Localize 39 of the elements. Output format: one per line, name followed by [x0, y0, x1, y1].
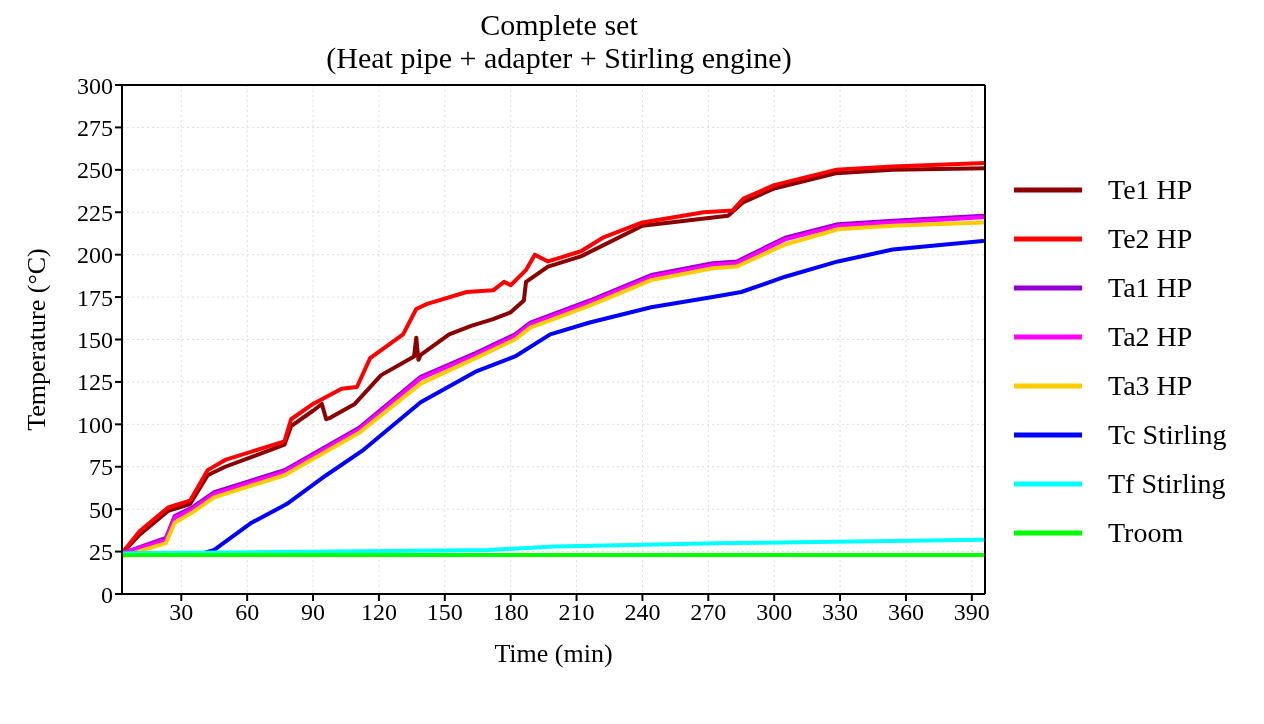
legend-label: Tc Stirling — [1108, 418, 1227, 451]
y-axis-title: Temperature (°C) — [22, 248, 52, 431]
x-tick-label: 390 — [953, 599, 990, 626]
x-tick-label: 180 — [492, 599, 529, 626]
x-tick-label: 210 — [558, 599, 595, 626]
line-series — [122, 537, 985, 556]
x-axis-title: Time (min) — [494, 639, 613, 668]
x-tick-label: 90 — [301, 599, 326, 626]
legend-label: Ta2 HP — [1108, 320, 1193, 353]
legend-label: Troom — [1108, 516, 1184, 549]
legend-label: Te2 HP — [1108, 222, 1193, 255]
y-tick-label: 75 — [89, 454, 113, 481]
x-tick-label: 270 — [690, 599, 727, 626]
legend-label: Ta3 HP — [1108, 369, 1193, 402]
chart-subtitle: (Heat pipe + adapter + Stirling engine) — [325, 41, 793, 74]
x-tick-label: 360 — [887, 599, 924, 626]
legend-label: Ta1 HP — [1108, 271, 1193, 304]
y-tick-label: 275 — [77, 114, 113, 141]
y-tick-label: 150 — [77, 327, 113, 354]
y-tick-label: 25 — [89, 539, 113, 566]
y-tick-label: 300 — [77, 72, 113, 99]
x-tick-label: 120 — [360, 599, 397, 626]
y-tick-label: 100 — [77, 411, 113, 438]
legend-label: Te1 HP — [1108, 173, 1193, 206]
y-tick-label: 125 — [77, 369, 113, 396]
x-tick-label: 60 — [235, 599, 260, 626]
y-tick-label: 0 — [101, 581, 113, 608]
x-tick-label: 330 — [822, 599, 859, 626]
x-tick-label: 300 — [756, 599, 793, 626]
chart-title: Complete set — [479, 8, 639, 41]
y-tick-label: 175 — [77, 284, 113, 311]
y-tick-label: 200 — [77, 242, 113, 269]
legend-label: Tf Stirling — [1108, 467, 1226, 500]
y-tick-label: 225 — [77, 199, 113, 226]
x-tick-label: 150 — [426, 599, 463, 626]
y-tick-label: 250 — [77, 157, 113, 184]
y-tick-label: 50 — [89, 496, 113, 523]
x-tick-label: 240 — [624, 599, 661, 626]
x-tick-label: 30 — [169, 599, 194, 626]
